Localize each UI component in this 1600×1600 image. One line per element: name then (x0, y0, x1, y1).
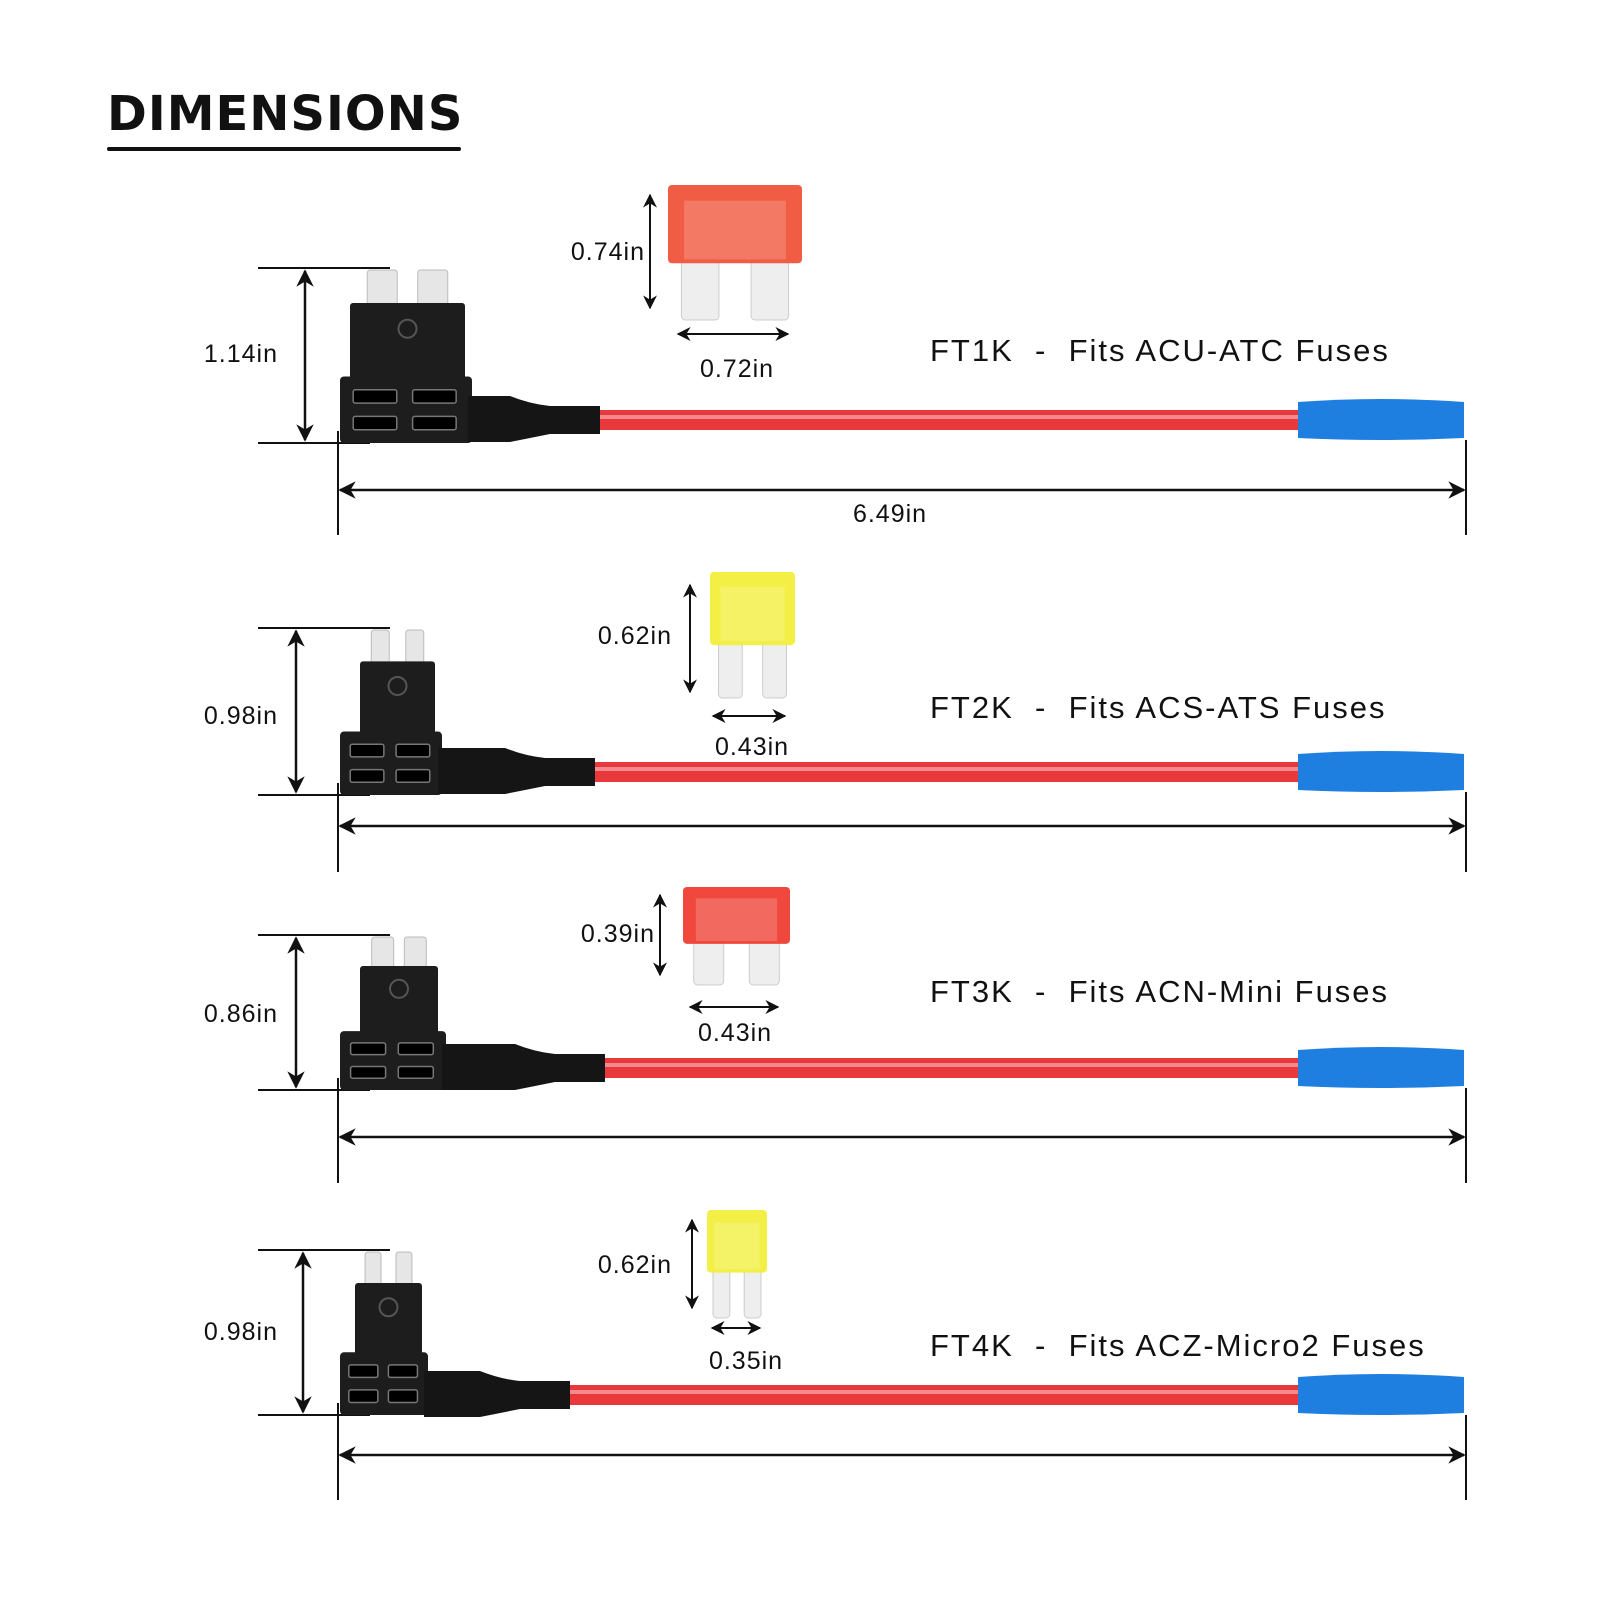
model-fit-description: FT3K - Fits ACN-Mini Fuses (930, 974, 1390, 1009)
fuse-tap-row-ft4k (258, 1210, 1467, 1500)
fuse-width-label: 0.72in (699, 355, 775, 383)
fuse-tap-row-ft2k (258, 572, 1467, 872)
holder-socket-slot (349, 1065, 387, 1079)
fuse-body (707, 1210, 767, 1273)
fuse-blade-left (693, 939, 725, 986)
holder-logo-icon (397, 318, 418, 339)
fuse-body (668, 185, 802, 264)
heat-shrink-sleeve (438, 748, 595, 794)
model-fit-description: FT4K - Fits ACZ-Micro2 Fuses (930, 1328, 1426, 1363)
fuse-blade-right (750, 258, 790, 321)
holder-socket-slot (352, 389, 398, 404)
fuse-body (683, 887, 790, 944)
holder-socket-slot (411, 389, 457, 404)
holder-socket-slot (397, 1042, 435, 1056)
heat-shrink-sleeve (468, 396, 600, 442)
wire-highlight (600, 415, 1300, 419)
fuse-tap-row-ft3k (258, 887, 1467, 1183)
holder-socket-slot (348, 1364, 379, 1379)
model-fit-description: FT2K - Fits ACS-ATS Fuses (930, 690, 1387, 725)
blue-butt-connector (1298, 751, 1464, 792)
fuse-tap-row-ft1k (258, 185, 1467, 535)
fuse-height-label: 0.62in (597, 622, 672, 650)
holder-logo-icon (387, 675, 408, 696)
fuse-height-label: 0.62in (597, 1251, 672, 1279)
holder-lower-body (340, 731, 442, 795)
fuse-body (710, 572, 795, 646)
holder-lower-body (340, 1352, 428, 1415)
holder-upper-body (360, 966, 438, 1036)
fuse-blade-right (748, 939, 780, 986)
fuse-width-label: 0.43in (714, 733, 790, 761)
blue-butt-connector (1298, 1047, 1464, 1088)
holder-logo-icon (389, 978, 409, 999)
fuse-blade-right (762, 640, 788, 699)
holder-socket-slot (349, 768, 385, 784)
holder-lower-body (340, 376, 472, 443)
holder-socket-slot (349, 1042, 387, 1056)
title-underline (107, 147, 461, 151)
fuse-body-shade (720, 586, 785, 642)
wire-highlight (595, 767, 1300, 771)
fuse-width-label: 0.43in (697, 1019, 773, 1047)
holder-socket-slot (411, 415, 457, 431)
fuse-body-shade (695, 898, 778, 941)
wire-highlight (570, 1390, 1300, 1394)
wire-highlight (605, 1063, 1300, 1067)
holder-height-label: 1.14in (203, 340, 278, 368)
overall-length-label: 6.49in (852, 500, 928, 528)
red-wire (595, 762, 1300, 782)
fuse-height-label: 0.39in (580, 920, 655, 948)
holder-socket-slot (397, 1065, 435, 1079)
holder-socket-slot (387, 1364, 419, 1379)
blue-butt-connector (1298, 1374, 1464, 1415)
holder-socket-slot (352, 415, 398, 431)
fuse-body-shade (714, 1222, 760, 1270)
fuse-blade-left (712, 1268, 731, 1319)
fuse-width-label: 0.35in (708, 1347, 784, 1375)
holder-socket-slot (395, 743, 431, 758)
page-title: DIMENSIONS (107, 86, 464, 142)
holder-socket-slot (348, 1389, 379, 1404)
fuse-blade-right (743, 1268, 762, 1319)
holder-logo-icon (378, 1297, 399, 1318)
fuse-height-label: 0.74in (570, 238, 645, 266)
fuse-blade-left (718, 640, 743, 699)
red-wire (570, 1385, 1300, 1405)
fuse-body-shade (684, 200, 786, 260)
red-wire (600, 410, 1300, 430)
holder-height-label: 0.86in (203, 1000, 278, 1028)
holder-height-label: 0.98in (203, 702, 278, 730)
fuse-blade-left (680, 258, 720, 321)
heat-shrink-sleeve (442, 1044, 605, 1090)
holder-socket-slot (395, 768, 431, 784)
holder-socket-slot (349, 743, 385, 758)
holder-upper-body (350, 303, 465, 381)
holder-upper-body (355, 1283, 422, 1357)
red-wire (605, 1058, 1300, 1078)
holder-upper-body (360, 661, 435, 736)
heat-shrink-sleeve (424, 1371, 570, 1417)
holder-socket-slot (387, 1389, 419, 1404)
holder-height-label: 0.98in (203, 1318, 278, 1346)
holder-lower-body (340, 1031, 446, 1090)
model-fit-description: FT1K - Fits ACU-ATC Fuses (930, 333, 1390, 368)
blue-butt-connector (1298, 399, 1464, 440)
